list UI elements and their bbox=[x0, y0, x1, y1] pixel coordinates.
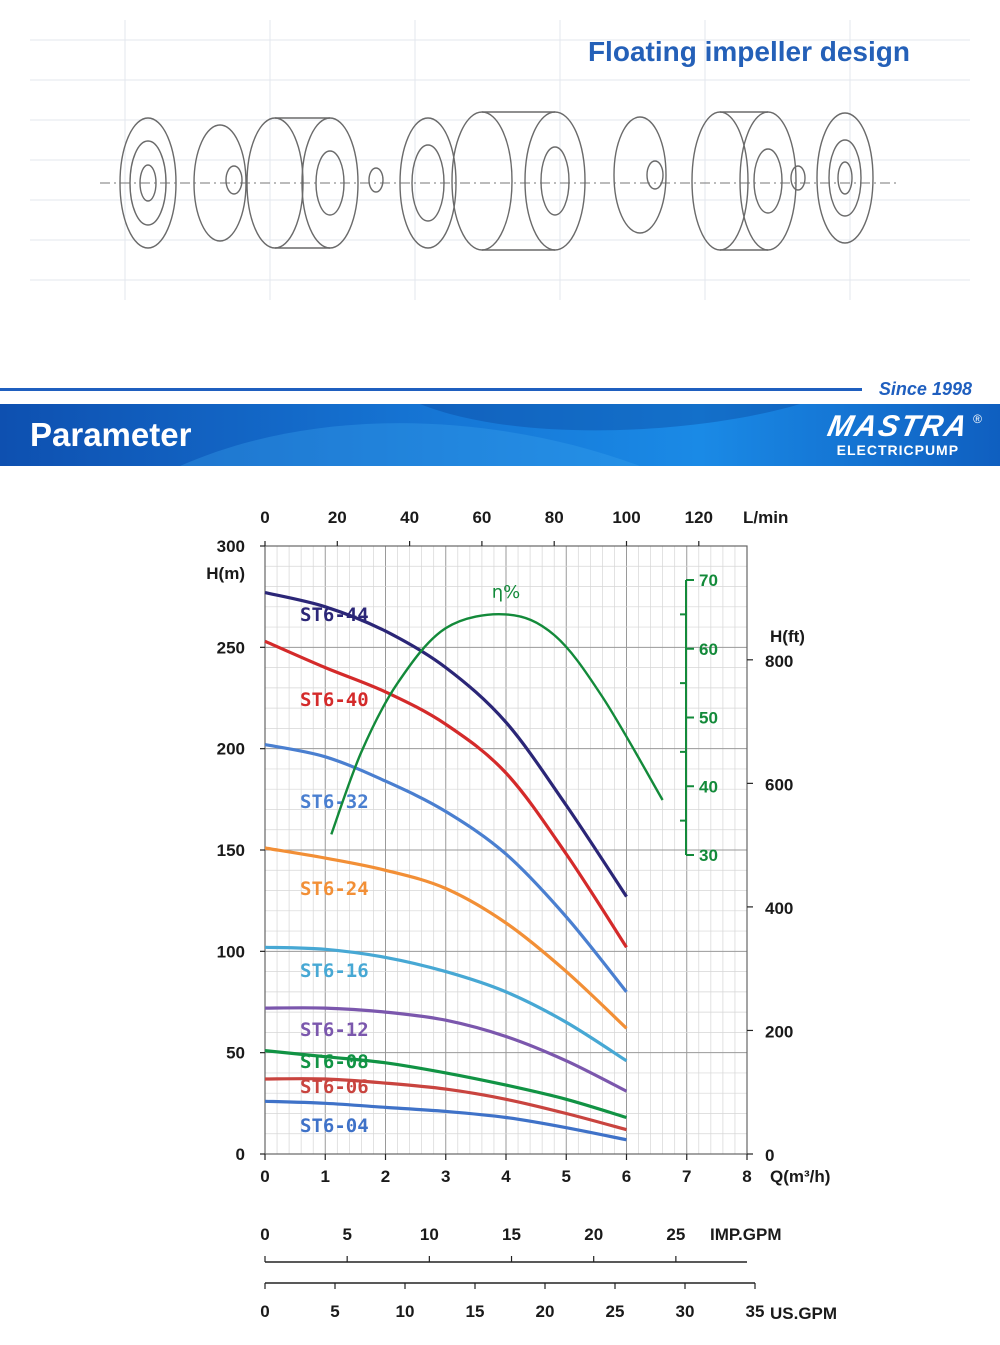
efficiency-tick-label: 60 bbox=[699, 640, 718, 659]
us-gpm-tick-label: 0 bbox=[260, 1302, 269, 1321]
efficiency-tick-label: 70 bbox=[699, 571, 718, 590]
us-gpm-tick-label: 10 bbox=[396, 1302, 415, 1321]
us-gpm-tick-label: 20 bbox=[536, 1302, 555, 1321]
y-tick-label: 100 bbox=[217, 942, 245, 961]
imp-gpm-tick-label: 25 bbox=[666, 1225, 685, 1244]
right-tick-label: 800 bbox=[765, 652, 793, 671]
brand-subtitle: ELECTRICPUMP bbox=[836, 442, 960, 458]
efficiency-tick-label: 40 bbox=[699, 777, 718, 796]
right-tick-label: 600 bbox=[765, 775, 793, 794]
us-gpm-tick-label: 30 bbox=[676, 1302, 695, 1321]
x-tick-label: 6 bbox=[622, 1167, 631, 1186]
x-tick-label: 7 bbox=[682, 1167, 691, 1186]
series-line-st6-06 bbox=[264, 1077, 627, 1132]
y-tick-label: 150 bbox=[217, 841, 245, 860]
impeller-illustration-panel: Floating impeller design bbox=[0, 0, 1000, 310]
us-gpm-tick-label: 15 bbox=[466, 1302, 485, 1321]
right-tick-label: 200 bbox=[765, 1022, 793, 1041]
brand-logo-block: MASTRA ELECTRICPUMP ® bbox=[824, 410, 982, 458]
series-label-st6-16: ST6-16 bbox=[300, 960, 369, 982]
imp-gpm-tick-label: 20 bbox=[584, 1225, 603, 1244]
series-label-st6-24: ST6-24 bbox=[300, 878, 369, 900]
series-label-st6-40: ST6-40 bbox=[300, 689, 369, 711]
x-tick-label: 2 bbox=[381, 1167, 390, 1186]
x-axis-label: Q(m³/h) bbox=[770, 1167, 830, 1186]
x-tick-label: 0 bbox=[260, 1167, 269, 1186]
series-line-st6-40 bbox=[264, 639, 628, 949]
gpm-axes: 0 5 10 15 20 25 IMP.GPM 0 5 10 15 20 25 30 35 US.GPM bbox=[260, 1225, 837, 1323]
imp-gpm-tick-label: 5 bbox=[342, 1225, 351, 1244]
imp-gpm-axis-label: IMP.GPM bbox=[710, 1225, 781, 1244]
since-year-label: Since 1998 bbox=[878, 379, 972, 399]
brand-logo: MASTRA bbox=[824, 410, 972, 443]
efficiency-layer: 30 40 50 60 70 η% bbox=[330, 571, 718, 865]
top-tick-label: 20 bbox=[328, 508, 347, 527]
series-label-st6-44: ST6-44 bbox=[300, 604, 369, 626]
registered-mark: ® bbox=[973, 412, 982, 426]
efficiency-tick-label: 50 bbox=[699, 709, 718, 728]
efficiency-label: η% bbox=[492, 582, 521, 603]
y-tick-label: 250 bbox=[217, 638, 245, 657]
x-tick-label: 8 bbox=[742, 1167, 751, 1186]
us-gpm-tick-label: 5 bbox=[330, 1302, 339, 1321]
efficiency-tick-label: 30 bbox=[699, 846, 718, 865]
impeller-drawing bbox=[30, 20, 970, 300]
us-gpm-axis-label: US.GPM bbox=[770, 1304, 837, 1323]
y-tick-label: 50 bbox=[226, 1044, 245, 1063]
series-line-st6-08 bbox=[264, 1049, 627, 1120]
imp-gpm-tick-label: 0 bbox=[260, 1225, 269, 1244]
banner-wave-decoration bbox=[180, 404, 800, 466]
top-tick-label: 80 bbox=[545, 508, 564, 527]
header-divider bbox=[0, 388, 862, 391]
x-tick-label: 1 bbox=[321, 1167, 330, 1186]
right-tick-label: 0 bbox=[765, 1146, 774, 1165]
series-label-st6-04: ST6-04 bbox=[300, 1115, 369, 1137]
imp-gpm-tick-label: 15 bbox=[502, 1225, 521, 1244]
x-tick-label: 3 bbox=[441, 1167, 450, 1186]
impeller-design-title: Floating impeller design bbox=[587, 36, 910, 67]
us-gpm-tick-label: 35 bbox=[746, 1302, 765, 1321]
top-tick-label: 40 bbox=[400, 508, 419, 527]
right-axis-label: H(ft) bbox=[770, 627, 805, 646]
top-tick-label: 120 bbox=[685, 508, 713, 527]
efficiency-curve bbox=[330, 612, 664, 835]
y-tick-label: 200 bbox=[217, 740, 245, 759]
y-axis-label: H(m) bbox=[206, 564, 245, 583]
series-line-st6-24 bbox=[264, 846, 628, 1030]
series-line-st6-32 bbox=[264, 743, 628, 993]
series-label-st6-08: ST6-08 bbox=[300, 1051, 369, 1073]
x-tick-label: 5 bbox=[562, 1167, 571, 1186]
imp-gpm-tick-label: 10 bbox=[420, 1225, 439, 1244]
top-tick-label: 100 bbox=[612, 508, 640, 527]
y-tick-label: 0 bbox=[236, 1145, 245, 1164]
series-line-st6-04 bbox=[264, 1099, 627, 1142]
series-layer: ST6-44 ST6-40 ST6-32 ST6-24 ST6-16 ST6-12 ST6-… bbox=[264, 591, 628, 1142]
top-tick-label: 60 bbox=[472, 508, 491, 527]
series-line-st6-16 bbox=[264, 945, 628, 1063]
x-tick-label: 4 bbox=[501, 1167, 511, 1186]
series-line-st6-44 bbox=[264, 591, 628, 898]
series-label-st6-12: ST6-12 bbox=[300, 1019, 369, 1041]
top-axis-label: L/min bbox=[743, 508, 788, 527]
series-label-st6-06: ST6-06 bbox=[300, 1076, 369, 1098]
top-tick-label: 0 bbox=[260, 508, 269, 527]
right-tick-label: 400 bbox=[765, 899, 793, 918]
us-gpm-tick-label: 25 bbox=[606, 1302, 625, 1321]
series-line-st6-12 bbox=[264, 1006, 628, 1093]
parameter-banner: Parameter MASTRA ELECTRICPUMP ® bbox=[0, 404, 1000, 466]
parameter-title: Parameter bbox=[30, 416, 192, 453]
series-label-st6-32: ST6-32 bbox=[300, 791, 369, 813]
y-tick-label: 300 bbox=[217, 537, 245, 556]
